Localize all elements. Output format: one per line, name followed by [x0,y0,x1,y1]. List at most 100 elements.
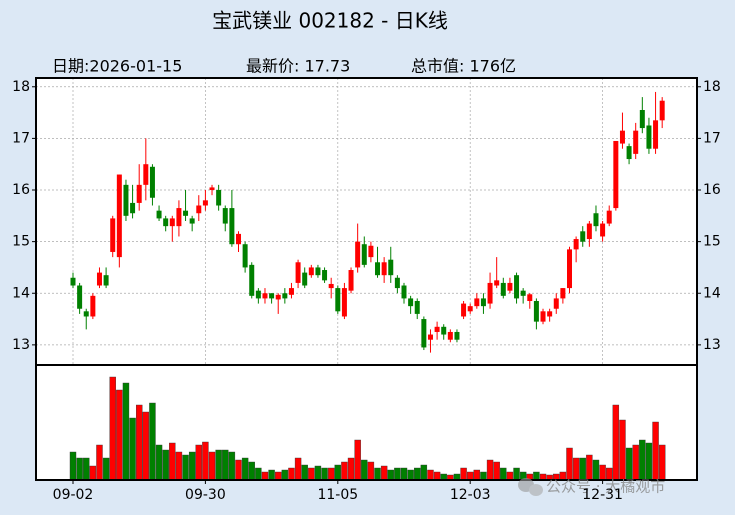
candle-body [540,311,546,322]
candle-body [222,208,228,224]
info-date: 日期:2026-01-15 [52,57,182,76]
candle-body [408,298,414,307]
volume-bar [109,376,116,481]
y-tick-label: 17 [12,130,30,146]
candle-body [619,130,625,144]
volume-bar [228,451,236,481]
candle-body [236,233,241,245]
candle-body [163,218,169,227]
candle-body [70,277,76,286]
volume-bar [129,417,136,481]
candle-body [381,262,387,276]
volume-bar [241,457,249,481]
candle-body [355,241,361,268]
candle-body [103,275,109,286]
y-tick-label-right: 14 [703,285,721,301]
candle-body [527,294,533,301]
candle-body [633,130,639,154]
candle-body [275,294,281,300]
candle-body [646,125,652,149]
candle-body [553,298,559,309]
candle-body [454,331,460,340]
candle-body [282,293,288,299]
candle-body [520,290,526,296]
candle-body [653,120,659,149]
volume-bar [89,465,97,481]
candle-body [421,319,427,348]
candle-body [295,262,301,283]
volume-bar [169,442,176,481]
volume-bar [566,447,573,481]
candle-body [613,140,619,209]
candle-body [149,166,155,198]
candle-body [262,293,268,299]
volume-bar [625,447,633,481]
volume-bar [76,457,83,481]
candle-body [328,283,334,289]
volume-bar [612,404,620,481]
volume-bar [162,449,169,481]
candle-body [229,208,235,245]
volume-bar [513,467,520,481]
x-tick-label: 11-05 [317,487,358,503]
candle-body [560,288,566,299]
candle-body [368,245,374,258]
candle-body [606,210,612,224]
candle-body [136,184,142,203]
volume-bar [281,469,289,481]
volume-bar [268,469,275,481]
candle-body [547,311,553,317]
volume-bar [288,467,295,481]
volume-bar [619,419,626,481]
candle-body [196,205,202,214]
candle-body [269,293,275,299]
volume-bar [248,461,255,481]
candle-body [593,213,599,227]
candle-body [96,272,102,286]
volume-bar [235,459,242,481]
candle-body [176,208,182,227]
volume-bar [467,471,474,481]
candle-body [302,272,308,286]
volume-bar [347,457,355,481]
volume-bar [380,465,388,481]
y-tick-label: 14 [12,285,30,301]
candle-body [573,239,579,250]
candle-body [249,264,255,296]
candle-body [639,110,645,129]
candle-body [169,218,175,227]
volume-bar [652,421,659,481]
candle-body [242,244,248,268]
volume-bar [420,464,428,481]
candle-body [494,280,500,286]
volume-bar [639,439,646,481]
candle-body [567,249,572,289]
volume-bar [500,467,507,481]
volume-bar [473,469,481,481]
candle-body [308,267,314,276]
volume-bar [327,467,335,481]
volume-bar [486,459,494,481]
y-tick-label: 18 [12,79,30,95]
candle-body [216,190,222,206]
volume-bar [460,467,467,481]
candle-body [414,300,420,314]
volume-bar [407,469,414,481]
volume-bar [69,451,77,481]
volume-bar [195,444,202,481]
y-tick-label-right: 16 [703,182,721,198]
volume-bar [208,451,216,481]
volume-bar [188,451,196,481]
candle-body [77,285,83,309]
volume-bar [658,444,666,481]
volume-bar [308,467,315,481]
candle-body [401,285,407,299]
watermark-icon [518,478,543,496]
volume-bar [261,471,269,481]
candle-body [202,200,208,206]
volume-bar [493,461,500,481]
candle-body [507,282,513,291]
volume-bar [102,457,110,481]
candle-body [388,259,394,276]
